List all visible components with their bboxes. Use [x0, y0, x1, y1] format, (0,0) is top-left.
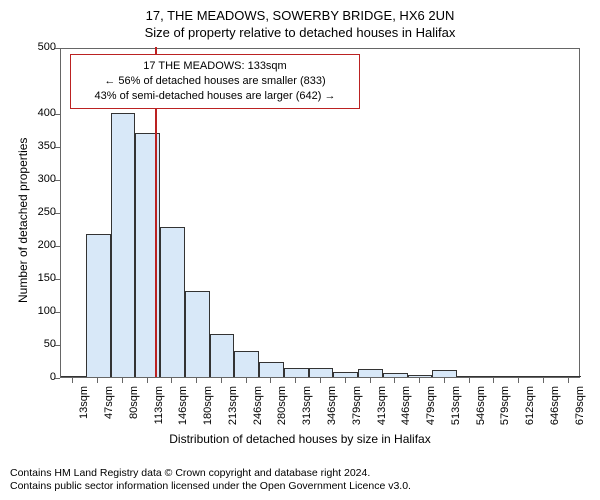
- x-tick-label: 113sqm: [153, 386, 165, 426]
- bar: [383, 373, 408, 377]
- bar: [259, 362, 284, 377]
- chart-container: 17, THE MEADOWS, SOWERBY BRIDGE, HX6 2UN…: [0, 0, 600, 500]
- x-tick-label: 379sqm: [351, 386, 363, 426]
- x-tick-label: 246sqm: [252, 386, 264, 426]
- x-tick-label: 180sqm: [202, 386, 214, 426]
- y-tick-label: 50: [26, 338, 56, 350]
- y-tick-label: 250: [26, 206, 56, 218]
- bar: [432, 370, 457, 377]
- x-tick-label: 479sqm: [425, 386, 437, 426]
- bar: [185, 291, 210, 377]
- footer-line1: Contains HM Land Registry data © Crown c…: [10, 467, 590, 481]
- chart-subtitle: Size of property relative to detached ho…: [0, 23, 600, 40]
- annotation-box: 17 THE MEADOWS: 133sqm ← 56% of detached…: [70, 54, 360, 109]
- bar: [408, 375, 433, 377]
- x-tick-label: 146sqm: [177, 386, 189, 426]
- bar: [482, 376, 507, 377]
- bar: [309, 368, 334, 377]
- bar: [457, 376, 482, 377]
- x-tick-label: 413sqm: [376, 386, 388, 426]
- bar: [556, 376, 581, 377]
- annotation-line1: 17 THE MEADOWS: 133sqm: [77, 59, 353, 74]
- x-tick-label: 646sqm: [549, 386, 561, 426]
- x-tick-label: 612sqm: [524, 386, 536, 426]
- bar: [86, 234, 111, 377]
- x-tick-label: 513sqm: [450, 386, 462, 426]
- annotation-line3: 43% of semi-detached houses are larger (…: [77, 89, 353, 104]
- x-tick-label: 280sqm: [276, 386, 288, 426]
- bar: [358, 369, 383, 377]
- footer-attribution: Contains HM Land Registry data © Crown c…: [10, 467, 590, 494]
- x-tick-label: 80sqm: [128, 386, 140, 426]
- y-tick-label: 500: [26, 41, 56, 53]
- y-tick-label: 200: [26, 239, 56, 251]
- footer-line2: Contains public sector information licen…: [10, 480, 590, 494]
- y-tick-label: 0: [26, 371, 56, 383]
- bar: [61, 376, 86, 377]
- bar: [210, 334, 235, 377]
- annotation-line2: ← 56% of detached houses are smaller (83…: [77, 74, 353, 89]
- x-tick-label: 47sqm: [103, 386, 115, 426]
- bar: [111, 113, 136, 377]
- bar: [284, 368, 309, 377]
- y-tick-label: 100: [26, 305, 56, 317]
- x-tick-label: 213sqm: [227, 386, 239, 426]
- x-tick-label: 13sqm: [78, 386, 90, 426]
- bar: [507, 376, 532, 377]
- bar: [333, 372, 358, 377]
- x-tick-label: 679sqm: [574, 386, 586, 426]
- bar: [234, 351, 259, 377]
- bar: [160, 227, 185, 377]
- x-axis-label: Distribution of detached houses by size …: [0, 432, 600, 446]
- y-tick-label: 150: [26, 272, 56, 284]
- y-tick-label: 300: [26, 173, 56, 185]
- x-tick-label: 313sqm: [301, 386, 313, 426]
- y-tick-label: 400: [26, 107, 56, 119]
- x-tick-label: 346sqm: [326, 386, 338, 426]
- x-tick-label: 546sqm: [475, 386, 487, 426]
- x-tick-label: 579sqm: [499, 386, 511, 426]
- bar: [531, 376, 556, 377]
- x-tick-label: 446sqm: [400, 386, 412, 426]
- chart-title: 17, THE MEADOWS, SOWERBY BRIDGE, HX6 2UN: [0, 0, 600, 23]
- y-tick-label: 350: [26, 140, 56, 152]
